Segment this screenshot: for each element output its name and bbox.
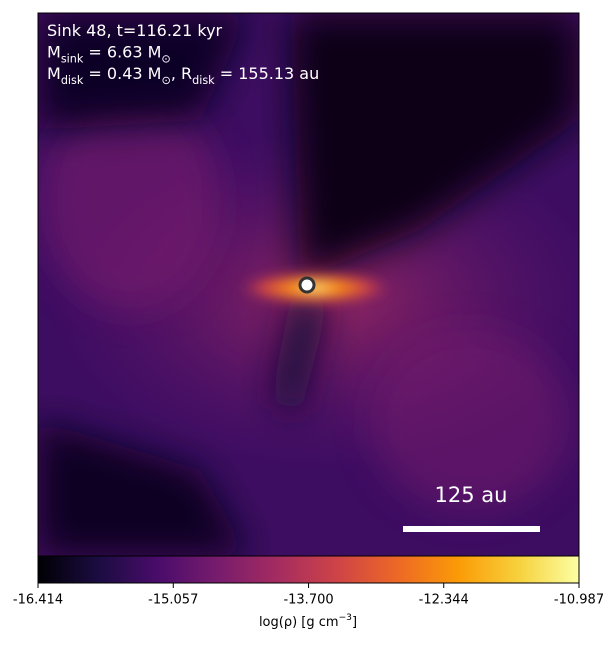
subscript: sink [61,52,84,65]
colorbar-tick-label: -12.344 [419,593,469,608]
text-segment: M [47,42,61,61]
scale-bar-label: 125 au [435,483,508,507]
colorbar-tick-label: -10.987 [554,593,604,608]
text-segment: = 6.63 M [83,42,161,61]
annotation-line: Mdisk = 0.43 M⊙, Rdisk = 155.13 au [47,64,319,87]
subscript: ⊙ [161,52,170,65]
text-segment: ] [352,615,357,630]
text-segment: = 0.43 M [83,64,161,83]
density-image: 125 au [38,13,579,556]
annotation-line: Sink 48, t=116.21 kyr [47,21,223,40]
text-segment: Sink 48, t=116.21 kyr [47,21,223,40]
annotation-line: Msink = 6.63 M⊙ [47,42,171,65]
text-segment: log(ρ) [g cm [259,615,339,630]
subscript: ⊙ [161,74,170,87]
colorbar-tick-label: -13.700 [283,593,333,608]
text-segment: M [47,64,61,83]
subscript: disk [192,74,215,87]
text-segment: = 155.13 au [215,64,320,83]
colorbar-tick-label: -15.057 [148,593,198,608]
colorbar [37,555,580,584]
supscript: −3 [339,613,353,623]
sink-marker [298,276,316,294]
subscript: disk [61,74,84,87]
text-segment: , R [171,64,192,83]
colorbar-tick-label: -16.414 [13,593,63,608]
colorbar-label: log(ρ) [g cm−3] [259,613,357,630]
